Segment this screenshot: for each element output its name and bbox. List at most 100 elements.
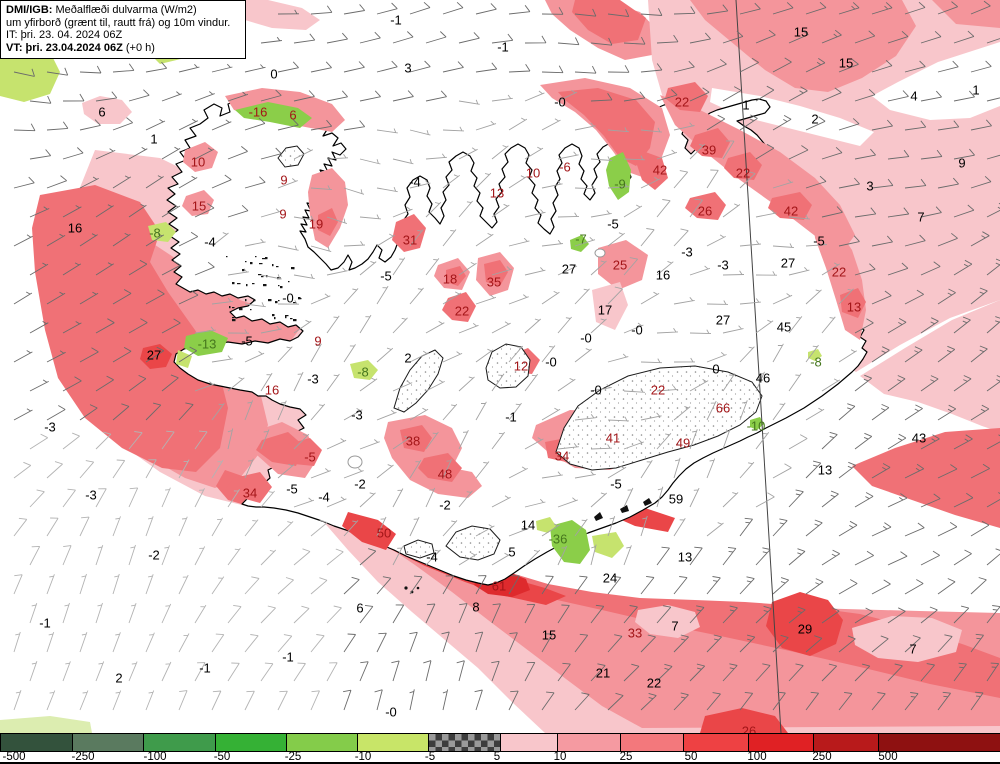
wind-barb <box>970 287 988 305</box>
wind-barb <box>491 94 513 102</box>
wind-barb <box>491 33 514 44</box>
wind-barb <box>821 87 842 102</box>
wind-barb <box>887 493 908 508</box>
wind-barb <box>441 631 450 653</box>
flux-value-label: -0 <box>282 291 294 306</box>
wind-barb <box>854 207 877 218</box>
wind-barb <box>623 545 632 566</box>
wind-barb <box>673 170 689 189</box>
wind-barb <box>805 289 822 305</box>
wind-barb <box>145 233 165 247</box>
wind-barb <box>673 405 691 421</box>
wind-barb <box>46 175 67 189</box>
wind-barb <box>425 431 439 450</box>
flux-value-label: -5 <box>607 217 619 232</box>
thingvallavatn-lake <box>347 455 363 469</box>
wind-barb <box>277 245 299 251</box>
island-speckle <box>290 318 293 320</box>
colorbar-legend: -500 -250 -100 -50 -25 -10 -5 5 10 25 50 100 250 500 <box>0 733 1000 764</box>
flux-value-label: 48 <box>438 467 452 482</box>
wind-barb <box>442 229 457 247</box>
flux-value-label: 24 <box>603 571 617 586</box>
wind-barb <box>343 344 356 363</box>
wind-barb <box>937 60 959 73</box>
flux-value-label: 33 <box>628 626 642 641</box>
island-speckle <box>239 308 243 311</box>
wind-barb <box>970 577 987 595</box>
wind-barb <box>145 459 157 479</box>
flux-value-label: -1 <box>497 40 509 55</box>
wind-barb <box>788 316 803 334</box>
wind-barb <box>79 632 88 653</box>
wind-barb <box>458 261 477 276</box>
colorbar-cell <box>501 734 558 751</box>
wind-barb <box>128 203 147 218</box>
wind-barb <box>788 548 806 566</box>
wind-barb <box>524 90 545 102</box>
wind-barb <box>623 487 634 508</box>
wind-barb <box>574 65 597 74</box>
flux-value-label: 46 <box>756 371 770 386</box>
wind-barb <box>178 459 190 479</box>
wind-barb <box>491 373 505 392</box>
flux-value-label: 1 <box>742 98 749 113</box>
wind-barb <box>755 492 775 508</box>
wind-barb <box>524 209 546 218</box>
wind-barb <box>920 606 938 624</box>
wind-barb <box>871 522 892 537</box>
wind-barb <box>112 632 121 653</box>
wind-barb <box>541 180 563 189</box>
wind-barb <box>161 487 171 508</box>
wind-barb <box>326 216 348 225</box>
wind-barb <box>227 489 240 508</box>
wind-barb <box>178 633 190 653</box>
wind-barb <box>871 463 891 479</box>
wind-barb <box>805 519 823 537</box>
wind-barb <box>359 260 377 276</box>
wind-barb <box>128 147 148 160</box>
wind-barb <box>953 434 973 450</box>
island-speckle <box>288 281 290 283</box>
wind-barb <box>640 176 661 189</box>
wind-barb <box>508 525 529 537</box>
wind-barb <box>524 35 547 44</box>
wind-barb <box>392 206 413 218</box>
colorbar-tick-label: -100 <box>143 751 167 763</box>
wind-barb <box>310 468 331 479</box>
flux-value-label: -4 <box>204 235 216 250</box>
flux-value-label: -13 <box>198 337 217 352</box>
wind-barb <box>458 200 473 218</box>
wind-barb <box>310 343 322 363</box>
wind-barb <box>607 232 625 247</box>
wind-barb <box>656 260 674 276</box>
flux-value-label: -5 <box>380 269 392 284</box>
wind-barb <box>788 266 810 276</box>
wind-barb <box>656 546 670 566</box>
flux-value-label: 16 <box>265 383 279 398</box>
wind-barb <box>46 67 69 76</box>
flux-value-label: 6 <box>98 105 105 120</box>
wind-barb <box>838 177 860 189</box>
island-speckle <box>242 269 245 272</box>
wind-barb <box>178 574 189 595</box>
wind-barb <box>557 497 578 508</box>
wind-barb <box>656 34 679 44</box>
wind-barb <box>376 186 398 193</box>
wind-barb <box>755 209 777 218</box>
wind-barb <box>392 380 413 392</box>
island-speckle <box>293 302 297 304</box>
wind-barb <box>920 261 941 276</box>
flux-value-label: 9 <box>314 334 321 349</box>
wind-barb <box>458 552 478 566</box>
flux-value-label: 16 <box>656 268 670 283</box>
wind-barb <box>937 578 956 595</box>
wind-barb <box>871 635 889 653</box>
wind-barb <box>821 378 841 392</box>
wind-barb <box>359 548 377 566</box>
flux-value-label: 9 <box>958 156 965 171</box>
wind-barb <box>821 262 841 276</box>
flux-value-label: 3 <box>404 61 411 76</box>
wind-barb <box>13 631 21 653</box>
wind-barb <box>392 317 408 334</box>
